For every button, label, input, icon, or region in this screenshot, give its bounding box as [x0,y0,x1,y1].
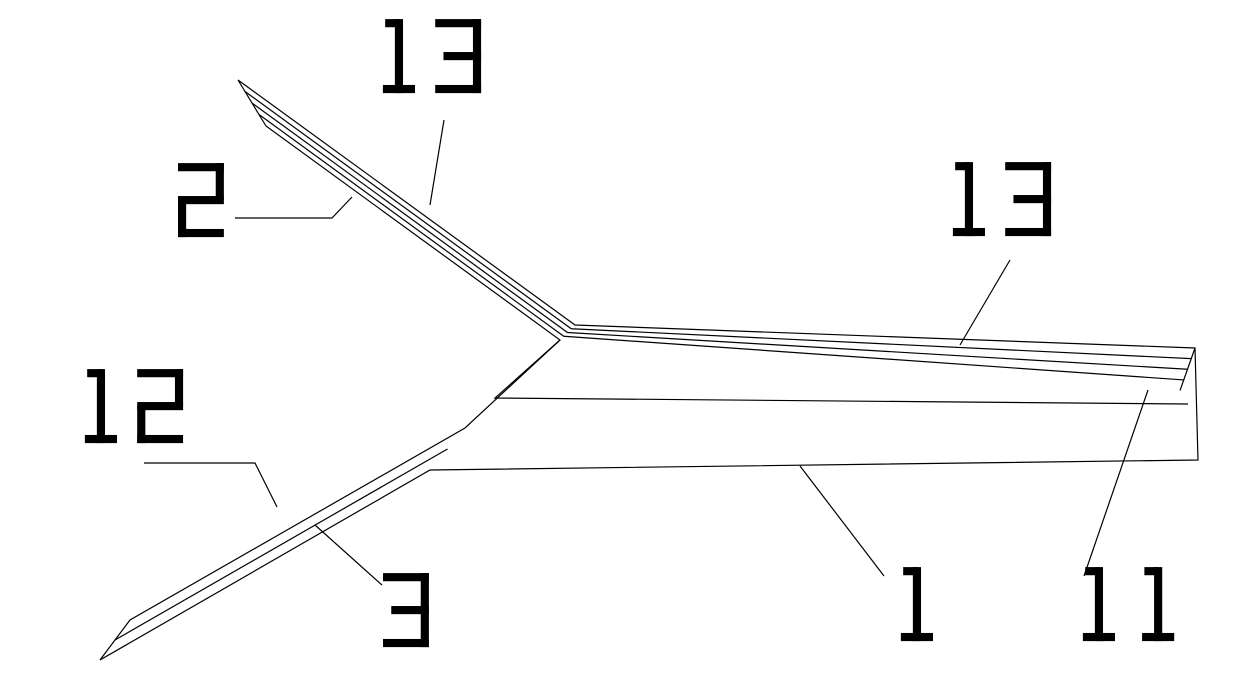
inner-line-4-faint [495,340,1188,404]
leader-11 [1084,390,1148,576]
leader-2 [235,197,352,218]
label-1 [901,567,933,641]
leader-13b [960,260,1010,345]
top-arm-inner-lines [245,92,1195,405]
leader-3 [315,525,382,585]
inner-line-2 [252,103,1188,369]
inner-line-3 [259,115,1184,380]
leader-1 [800,466,884,576]
label-13b [953,162,1051,236]
label-12 [85,369,183,443]
label-13a [383,19,481,93]
label-3 [383,573,429,647]
label-11 [1083,567,1174,641]
leader-12 [144,463,277,507]
leader-13a [430,120,444,205]
technical-diagram [0,0,1240,696]
label-2 [178,163,224,237]
